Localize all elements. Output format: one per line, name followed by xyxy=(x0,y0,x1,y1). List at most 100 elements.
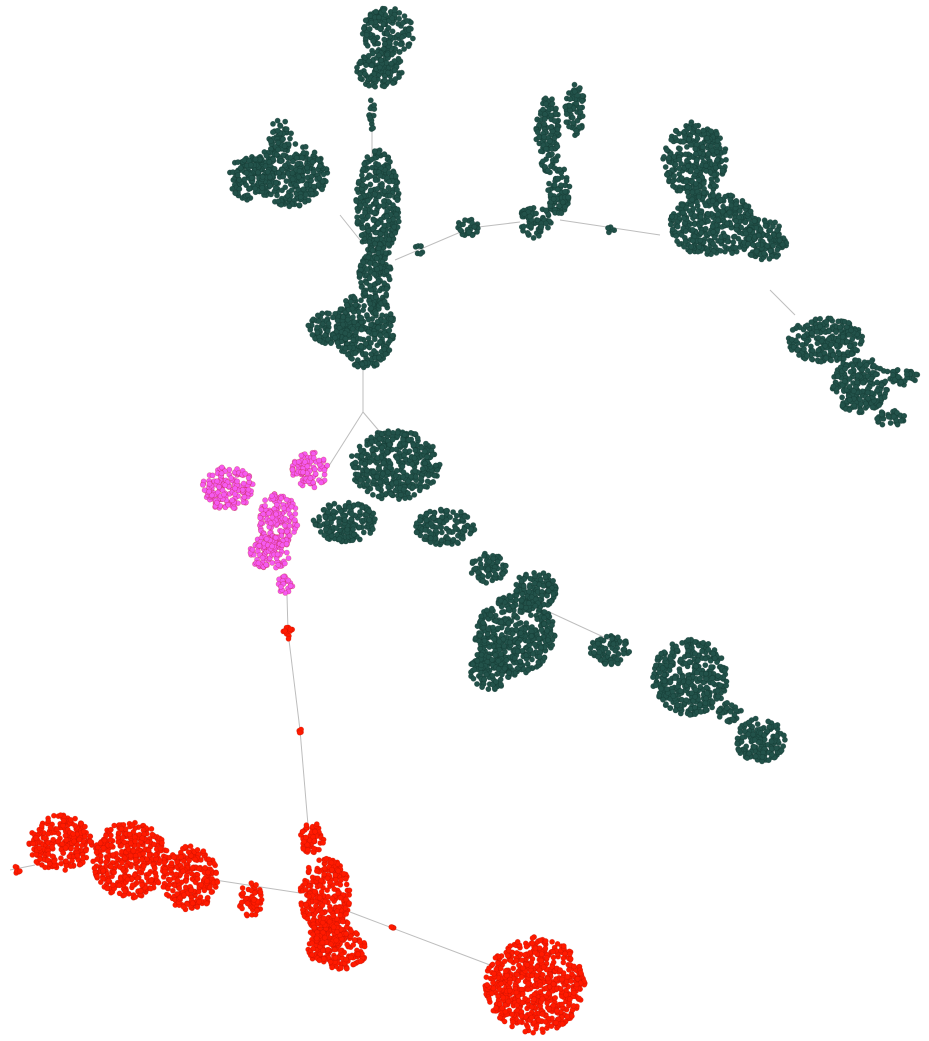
node xyxy=(770,223,776,230)
node xyxy=(350,337,357,343)
node xyxy=(903,371,910,378)
node xyxy=(370,468,377,475)
node xyxy=(431,472,438,479)
node xyxy=(431,510,438,517)
node xyxy=(667,221,674,228)
node xyxy=(370,217,377,224)
node xyxy=(666,155,672,162)
node xyxy=(547,191,554,198)
node xyxy=(327,515,334,521)
node xyxy=(342,345,349,352)
node xyxy=(527,575,534,582)
node xyxy=(521,211,528,217)
node xyxy=(662,164,669,170)
node xyxy=(378,57,384,64)
node xyxy=(372,177,379,183)
node xyxy=(526,584,533,590)
node xyxy=(381,318,388,324)
node xyxy=(689,196,696,203)
node xyxy=(750,241,756,248)
node xyxy=(352,459,359,466)
node xyxy=(544,167,551,174)
node xyxy=(541,655,548,661)
node xyxy=(390,202,396,208)
node xyxy=(558,182,564,189)
node xyxy=(668,136,675,143)
node xyxy=(714,131,720,137)
node xyxy=(328,340,334,346)
node xyxy=(682,238,689,245)
node xyxy=(362,351,369,357)
node xyxy=(663,171,670,178)
node xyxy=(376,338,383,345)
node xyxy=(541,133,547,140)
node xyxy=(542,95,549,102)
node xyxy=(348,516,355,523)
node xyxy=(523,604,529,611)
node xyxy=(481,676,488,683)
node xyxy=(367,187,374,194)
node xyxy=(673,233,680,239)
node xyxy=(708,128,715,135)
node xyxy=(714,142,720,149)
node xyxy=(757,226,764,233)
node xyxy=(423,511,430,518)
node xyxy=(845,319,852,326)
node xyxy=(395,218,402,225)
node xyxy=(554,143,561,150)
node xyxy=(322,514,329,520)
node xyxy=(673,128,679,134)
node xyxy=(726,209,733,216)
node xyxy=(298,154,305,161)
node xyxy=(358,232,365,239)
node xyxy=(858,338,865,345)
node xyxy=(289,170,296,176)
node xyxy=(416,517,423,524)
node xyxy=(548,112,555,119)
node xyxy=(358,172,365,179)
node xyxy=(244,192,251,198)
node xyxy=(686,136,692,143)
node xyxy=(386,236,392,243)
nodes xyxy=(12,5,921,1036)
node xyxy=(497,597,504,604)
node xyxy=(501,665,508,672)
node xyxy=(468,526,474,532)
node xyxy=(381,280,387,286)
node xyxy=(450,509,456,515)
node xyxy=(432,462,439,469)
node xyxy=(337,306,344,313)
node xyxy=(274,117,281,124)
node xyxy=(872,371,879,378)
node xyxy=(833,342,840,348)
node xyxy=(368,305,374,312)
node xyxy=(274,127,281,134)
node xyxy=(513,581,520,588)
node xyxy=(485,566,491,573)
node xyxy=(400,486,407,493)
node xyxy=(541,614,547,621)
node xyxy=(375,40,382,47)
node xyxy=(724,238,731,245)
node xyxy=(457,509,464,515)
node xyxy=(288,130,294,137)
node xyxy=(383,213,390,220)
node xyxy=(282,162,288,169)
node xyxy=(804,322,811,329)
node xyxy=(355,471,361,478)
node xyxy=(457,227,464,233)
node xyxy=(309,158,316,165)
node xyxy=(530,651,537,657)
node xyxy=(520,583,527,589)
node xyxy=(269,129,276,136)
node xyxy=(375,220,382,227)
node xyxy=(672,161,679,168)
edge xyxy=(339,214,361,241)
node xyxy=(395,55,402,62)
node xyxy=(413,529,420,536)
node xyxy=(367,321,374,328)
node xyxy=(881,394,888,401)
node xyxy=(375,354,382,361)
node xyxy=(528,223,534,230)
node xyxy=(715,211,721,217)
